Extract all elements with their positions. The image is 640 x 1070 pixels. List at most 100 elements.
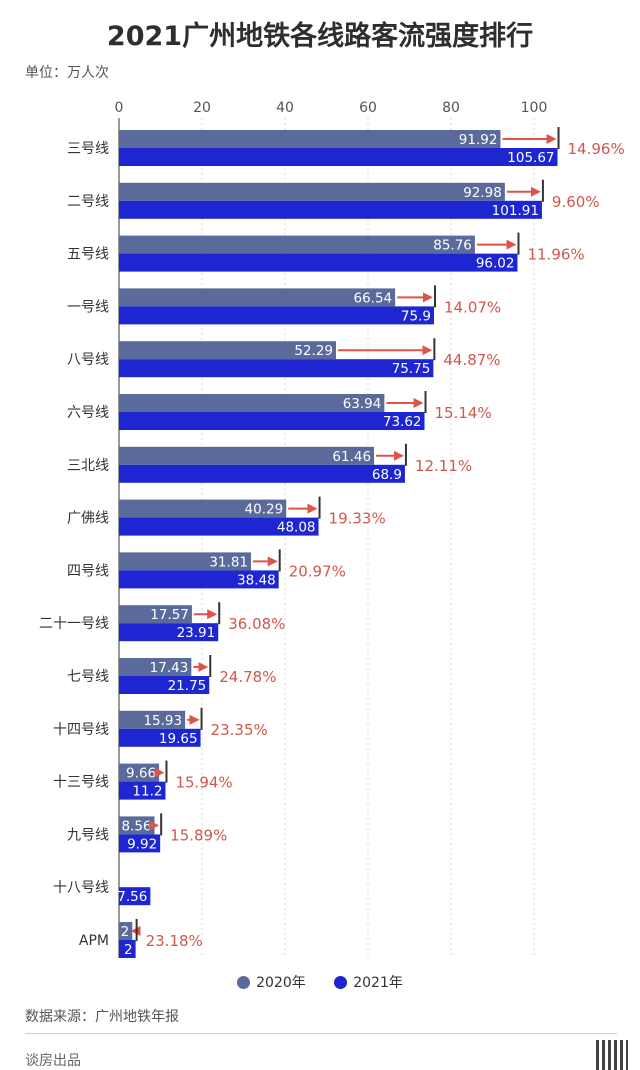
category-label: 十四号线 <box>53 722 109 738</box>
growth-label: 11.96% <box>527 246 584 264</box>
bar-2021 <box>119 464 405 483</box>
bar-label-2021: 96.02 <box>476 256 515 272</box>
bar-2020 <box>119 552 252 571</box>
bar-label-2020: 31.81 <box>209 554 248 570</box>
x-tick-label: 80 <box>442 100 460 116</box>
bar-chart: 0 20 40 60 80 100 三号线 91.92 105.67 14.96% 二号线 92.98… <box>39 100 625 958</box>
category-label: 广佛线 <box>67 511 109 527</box>
legend-item-2021: 2021年 <box>334 972 403 992</box>
bar-2021 <box>119 623 219 642</box>
bar-2021 <box>119 200 542 219</box>
bar-2020 <box>119 816 155 835</box>
bar-2020 <box>119 235 475 254</box>
bar-2020 <box>119 341 337 360</box>
legend-dot-2020 <box>237 975 251 989</box>
growth-label: 23.35% <box>211 721 268 739</box>
category-label: 二号线 <box>67 194 109 210</box>
bar-label-2021: 7.56 <box>117 889 147 905</box>
legend-label-2020: 2020年 <box>256 975 306 991</box>
growth-label: 36.08% <box>228 615 285 633</box>
bar-label-2021: 73.62 <box>383 414 422 430</box>
bar-2020 <box>119 605 192 624</box>
bar-label-2020: 63.94 <box>343 396 382 412</box>
bar-label-2021: 75.9 <box>401 308 431 324</box>
chart-legend: 2020年 2021年 <box>0 972 640 993</box>
category-label: 六号线 <box>67 405 109 421</box>
bar-label-2021: 19.65 <box>159 731 198 747</box>
bar-label-2020: 17.43 <box>150 660 189 676</box>
category-label: 三号线 <box>67 141 109 157</box>
bar-label-2020: 17.57 <box>150 607 189 623</box>
bar-2021 <box>119 412 425 430</box>
bar-label-2020: 8.56 <box>121 818 151 834</box>
chart-title: 2021广州地铁各线路客流强度排行 <box>106 21 534 52</box>
legend-dot-2021 <box>334 975 348 989</box>
growth-label: 9.60% <box>552 193 600 211</box>
footer-divider <box>25 1033 617 1034</box>
bar-2020 <box>119 182 505 201</box>
bar-label-2021: 2 <box>124 942 133 958</box>
bar-2021 <box>119 306 434 325</box>
bar-label-2020: 40.29 <box>245 502 284 518</box>
category-label: 九号线 <box>67 827 109 843</box>
unit-label: 单位：万人次 <box>25 65 109 81</box>
bar-label-2020: 15.93 <box>143 713 182 729</box>
growth-label: 14.07% <box>444 298 501 316</box>
category-label: 八号线 <box>67 352 109 368</box>
bar-2021 <box>119 359 434 378</box>
category-label: 五号线 <box>67 247 109 263</box>
x-tick-label: 100 <box>521 100 548 116</box>
bar-label-2021: 101.91 <box>492 203 539 219</box>
x-tick-label: 40 <box>276 100 294 116</box>
bar-2020 <box>119 130 501 148</box>
bar-label-2021: 21.75 <box>168 678 207 694</box>
bar-2021 <box>119 834 161 853</box>
bar-label-2021: 75.75 <box>392 361 431 377</box>
category-label: APM <box>79 933 109 949</box>
bar-2020 <box>119 763 160 782</box>
bar-2021 <box>119 253 518 272</box>
category-label: 四号线 <box>67 563 109 579</box>
bar-2021 <box>119 887 151 906</box>
x-tick-label: 60 <box>359 100 377 116</box>
bar-2021 <box>119 148 558 166</box>
bar-label-2020: 92.98 <box>463 185 502 201</box>
category-label: 二十一号线 <box>39 616 109 632</box>
bar-2020 <box>119 710 186 729</box>
data-source: 数据来源：广州地铁年报 <box>25 1009 179 1025</box>
growth-label: 15.94% <box>175 774 232 792</box>
growth-label: 19.33% <box>329 510 386 528</box>
bar-2020 <box>119 288 396 307</box>
bar-label-2021: 105.67 <box>507 150 554 166</box>
bar-label-2020: 52.29 <box>294 343 333 359</box>
bar-label-2020: 9.66 <box>126 766 156 782</box>
legend-label-2021: 2021年 <box>353 975 403 991</box>
growth-label: 44.87% <box>443 351 500 369</box>
growth-label: 23.18% <box>146 932 203 950</box>
x-tick-label: 20 <box>193 100 211 116</box>
category-label: 七号线 <box>67 669 109 685</box>
category-label: 十八号线 <box>53 880 109 896</box>
legend-item-2020: 2020年 <box>237 972 306 992</box>
bar-2020 <box>119 922 133 940</box>
bar-label-2021: 9.92 <box>127 836 157 852</box>
category-label: 十三号线 <box>53 775 109 791</box>
growth-label: 24.78% <box>219 668 276 686</box>
bar-label-2021: 48.08 <box>277 520 316 536</box>
bar-label-2020: 66.54 <box>353 290 392 306</box>
x-tick-label: 0 <box>115 100 124 116</box>
bar-label-2020: 85.76 <box>433 238 472 254</box>
bar-2020 <box>119 394 385 412</box>
bar-label-2021: 11.2 <box>132 784 162 800</box>
bar-2021 <box>119 570 279 589</box>
bar-label-2021: 68.9 <box>372 467 402 483</box>
growth-label: 14.96% <box>568 140 625 158</box>
growth-label: 15.14% <box>435 404 492 422</box>
growth-label: 15.89% <box>170 826 227 844</box>
growth-label: 12.11% <box>415 457 472 475</box>
bar-label-2020: 61.46 <box>332 449 371 465</box>
bar-label-2021: 38.48 <box>237 572 276 588</box>
footer-credit: 谈房出品 <box>25 1053 81 1069</box>
bar-2021 <box>119 940 136 958</box>
bar-label-2021: 23.91 <box>177 625 216 641</box>
